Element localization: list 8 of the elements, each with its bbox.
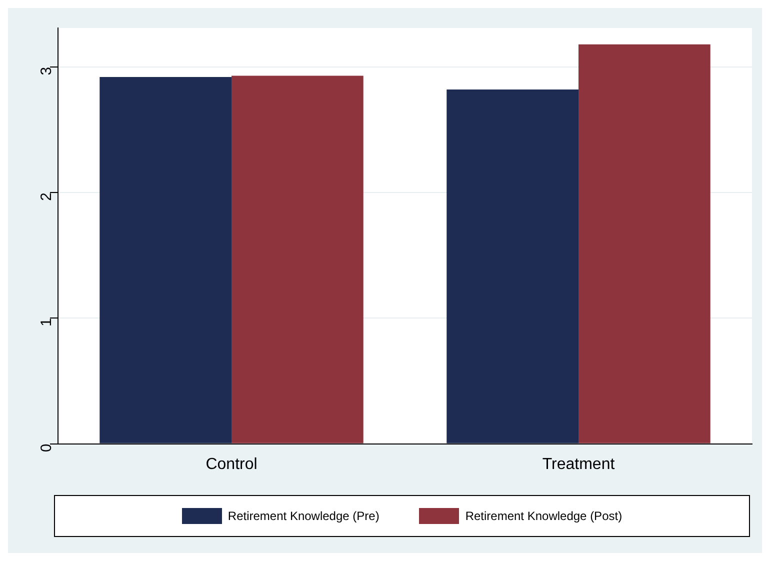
legend-label: Retirement Knowledge (Post): [465, 509, 622, 523]
legend-label: Retirement Knowledge (Pre): [228, 509, 380, 523]
y-tick-label: 2: [38, 192, 56, 201]
y-tick-label: 0: [38, 444, 56, 452]
y-tick-label: 1: [38, 318, 56, 327]
x-tick-label: Control: [206, 456, 258, 473]
x-tick-label: Treatment: [542, 456, 616, 473]
y-tick-label: 3: [38, 66, 56, 76]
